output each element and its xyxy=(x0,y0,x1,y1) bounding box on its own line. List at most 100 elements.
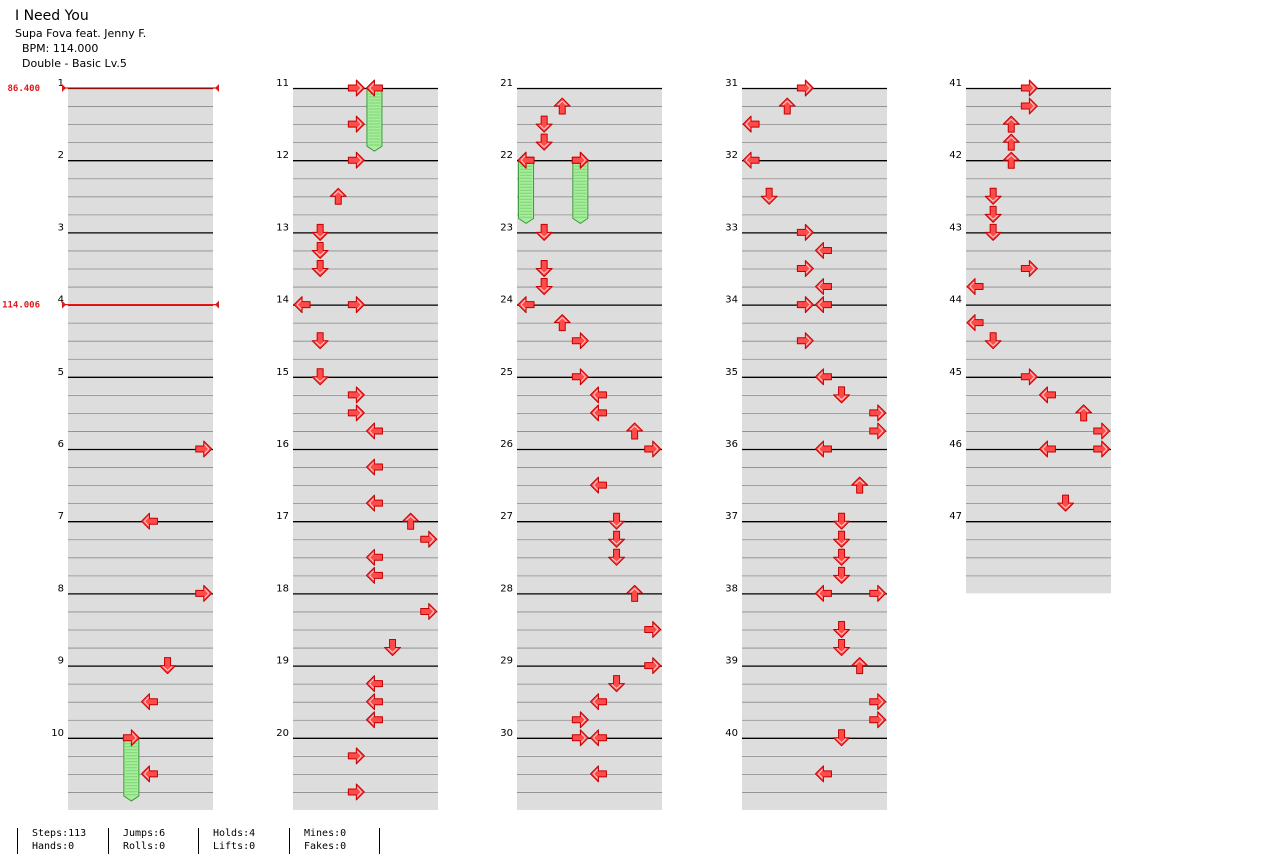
right-arrow-icon xyxy=(347,404,365,422)
measure-number: 30 xyxy=(500,728,513,739)
right-arrow-icon xyxy=(347,747,365,765)
arrow-highlight xyxy=(988,232,998,238)
arrow-highlight xyxy=(653,624,659,635)
arrow-shape xyxy=(365,548,383,566)
right-arrow-icon xyxy=(796,79,814,97)
up-arrow-icon xyxy=(778,97,796,115)
measure-number: 11 xyxy=(276,78,289,89)
beat-band xyxy=(517,160,662,179)
arrow-highlight xyxy=(629,425,640,431)
left-arrow-icon xyxy=(365,458,383,476)
arrow-shape xyxy=(984,223,1002,241)
measure-12: 12 xyxy=(276,150,438,233)
measure-6: 6 xyxy=(58,439,213,522)
arrow-highlight xyxy=(878,408,884,418)
measure-number: 45 xyxy=(949,367,962,378)
beat-band xyxy=(517,467,662,486)
right-arrow-icon xyxy=(571,368,589,386)
arrow-shape xyxy=(347,79,365,97)
beat-band xyxy=(68,557,213,576)
arrow-shape xyxy=(1020,368,1038,386)
measure-24: 24 xyxy=(500,295,662,377)
arrow-highlight xyxy=(429,606,435,617)
beat-band xyxy=(517,683,662,702)
measure-27: 27 xyxy=(500,511,662,594)
beat-band xyxy=(966,250,1111,269)
arrow-shape xyxy=(984,332,1002,350)
arrow-shape xyxy=(1057,494,1075,512)
beat-band xyxy=(517,611,662,630)
arrow-highlight xyxy=(520,299,526,310)
arrow-highlight xyxy=(1029,371,1035,382)
arrow-shape xyxy=(535,278,553,296)
beat-band xyxy=(68,449,213,467)
beat-band xyxy=(293,268,438,287)
arrow-shape xyxy=(347,151,365,169)
arrow-highlight xyxy=(1042,444,1048,454)
beat-band xyxy=(68,593,213,612)
measure-10: 10 xyxy=(51,728,213,810)
beat-band xyxy=(517,485,662,504)
beat-band xyxy=(293,376,438,395)
measure-number: 34 xyxy=(725,295,738,306)
beat-band xyxy=(966,286,1111,305)
beat-band xyxy=(68,214,213,233)
left-arrow-icon xyxy=(1038,386,1056,404)
beat-band xyxy=(966,394,1111,413)
left-arrow-icon xyxy=(814,584,832,602)
arrow-highlight xyxy=(836,647,847,653)
beat-band xyxy=(293,142,438,161)
arrow-highlight xyxy=(611,521,622,527)
stat-hands: Hands:0 xyxy=(32,841,75,852)
beat-band xyxy=(517,124,662,143)
beat-band xyxy=(742,557,887,576)
arrow-shape xyxy=(517,296,535,314)
arrow-highlight xyxy=(1029,101,1035,111)
beat-band xyxy=(517,358,662,377)
up-arrow-icon xyxy=(626,422,644,440)
beat-band xyxy=(517,196,662,215)
left-arrow-icon xyxy=(814,765,832,783)
down-arrow-icon xyxy=(535,260,553,277)
measure-number: 35 xyxy=(725,367,738,378)
left-arrow-icon xyxy=(742,151,760,169)
right-arrow-icon xyxy=(1093,422,1111,440)
measure-1: 1 xyxy=(58,78,213,161)
arrow-shape xyxy=(571,151,589,169)
arrow-shape xyxy=(420,530,438,548)
song-artist: Supa Fova feat. Jenny F. xyxy=(15,27,147,40)
arrow-shape xyxy=(535,133,553,151)
beat-band xyxy=(742,719,887,738)
arrow-highlight xyxy=(818,299,824,310)
beat-band xyxy=(517,593,662,612)
beat-band xyxy=(742,485,887,504)
beat-band xyxy=(517,304,662,323)
beat-band xyxy=(966,160,1111,179)
arrow-highlight xyxy=(539,286,549,292)
beat-band xyxy=(742,286,887,305)
beat-band xyxy=(68,503,213,522)
arrow-highlight xyxy=(315,341,325,347)
measure-16: 16 xyxy=(276,439,438,522)
beat-band xyxy=(966,322,1111,341)
measure-36: 36 xyxy=(725,439,887,522)
arrow-highlight xyxy=(836,557,847,563)
right-arrow-icon xyxy=(122,729,140,747)
arrow-highlight xyxy=(204,588,210,599)
beat-band xyxy=(966,196,1111,215)
measure-40: 40 xyxy=(725,728,887,810)
arrow-shape xyxy=(589,386,607,404)
beat-band xyxy=(68,394,213,413)
arrow-highlight xyxy=(557,317,568,323)
beat-band xyxy=(68,539,213,558)
right-arrow-icon xyxy=(347,79,365,97)
measure-28: 28 xyxy=(500,583,662,666)
bpm-start-icon xyxy=(62,84,66,92)
arrow-shape xyxy=(796,296,814,314)
arrow-shape xyxy=(833,530,851,548)
beat-band xyxy=(68,124,213,143)
measure-number: 18 xyxy=(276,583,289,594)
arrow-highlight xyxy=(580,155,586,166)
beat-band xyxy=(68,575,213,594)
beat-band xyxy=(742,88,887,106)
